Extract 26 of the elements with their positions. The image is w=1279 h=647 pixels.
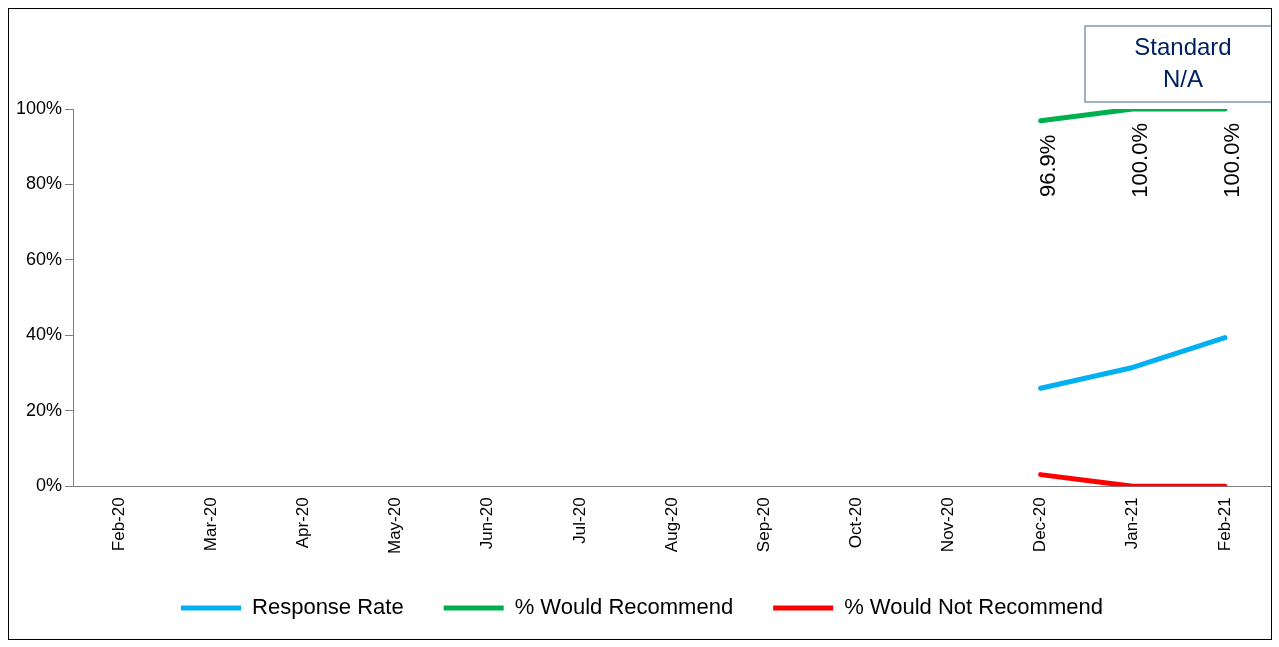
x-tick-label: Nov-20 [938, 497, 958, 553]
legend-label: % Would Not Recommend [844, 594, 1103, 620]
x-tick-label: Feb-21 [1214, 497, 1234, 552]
x-tick-label: Mar-20 [200, 497, 220, 552]
legend-label: Response Rate [252, 594, 404, 620]
y-tick-label: 60% [26, 248, 63, 269]
data-label: 100.0% [1218, 123, 1244, 198]
x-tick-label: Sep-20 [753, 497, 773, 553]
y-tick-label: 0% [36, 475, 63, 496]
y-tick-label: 20% [26, 399, 63, 420]
x-tick-label: Jul-20 [569, 497, 589, 544]
y-tick-label: 100% [15, 97, 63, 118]
legend-label: % Would Recommend [514, 594, 734, 620]
data-label: 100.0% [1126, 123, 1152, 198]
x-tick-label: Dec-20 [1030, 497, 1050, 553]
y-tick-label: 40% [26, 324, 63, 345]
x-tick-label: Jan-21 [1122, 497, 1142, 550]
x-tick-label: May-20 [385, 497, 405, 554]
x-tick-label: Oct-20 [846, 497, 866, 549]
x-tick-label: Feb-20 [108, 497, 128, 552]
text: Standard N/A [1134, 32, 1232, 92]
x-tick-label: Aug-20 [661, 497, 681, 553]
data-label: 96.9% [1034, 134, 1060, 198]
y-tick-label: 80% [26, 173, 63, 194]
x-tick-label: Jun-20 [477, 497, 497, 550]
x-tick-label: Apr-20 [293, 497, 313, 549]
